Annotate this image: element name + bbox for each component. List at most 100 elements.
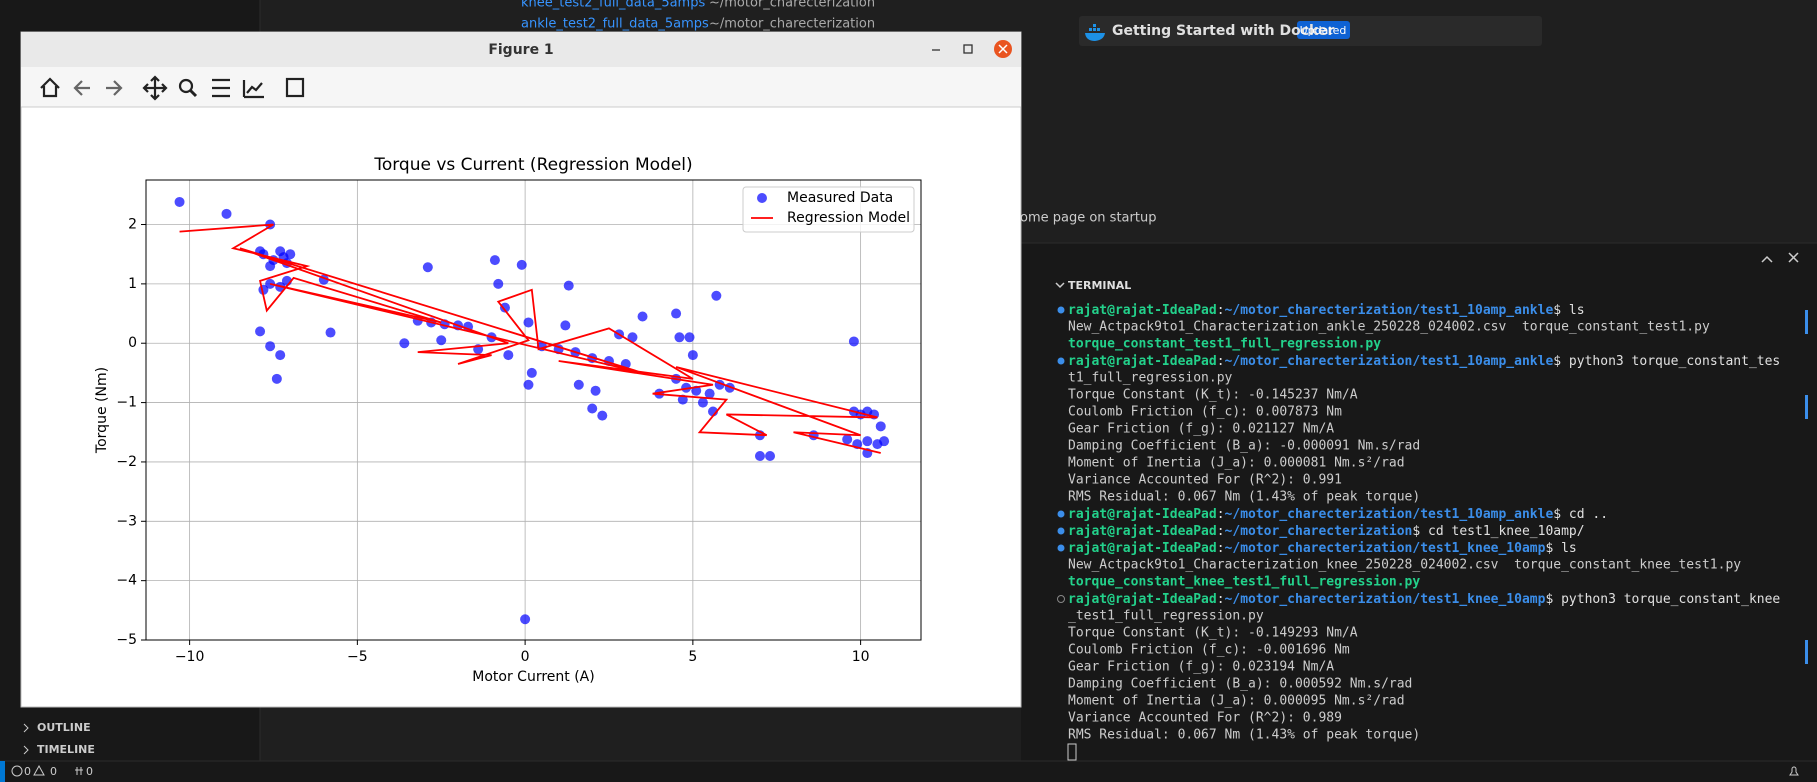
scroll-marker — [1805, 310, 1808, 334]
data-point — [271, 373, 282, 384]
executable-file: torque_constant_test1_full_regression.py — [1068, 337, 1381, 352]
home-tool[interactable] — [40, 77, 60, 98]
close-panel[interactable] — [1788, 252, 1799, 263]
x-tick-label: −10 — [175, 649, 205, 665]
prompt-user: rajat@rajat-IdeaPad — [1068, 303, 1217, 318]
zoom-handle — [188, 88, 198, 98]
data-point — [681, 382, 692, 393]
pan-tool[interactable] — [142, 75, 168, 101]
maximize-button[interactable] — [963, 44, 973, 54]
recent-name[interactable]: ankle_test2_full_data_5amps — [521, 17, 709, 32]
data-point — [875, 421, 886, 432]
output-line: Gear Friction (f_g): 0.021127 Nm/A — [1068, 422, 1334, 437]
recent-path: ~/motor_charecterization — [709, 0, 875, 11]
prompt-line: rajat@rajat-IdeaPad:~/motor_charecteriza… — [1068, 354, 1780, 369]
prompt-sep: : — [1217, 541, 1225, 556]
y-tick-label: 1 — [128, 276, 137, 292]
data-point — [587, 403, 598, 414]
walkthrough-badge: Updated — [1300, 24, 1347, 37]
output-line: Coulomb Friction (f_c): -0.001696 Nm — [1068, 643, 1350, 658]
forward-tool[interactable] — [106, 80, 123, 96]
data-point — [597, 410, 608, 421]
data-point — [325, 327, 336, 338]
x-axis-label: Motor Current (A) — [472, 669, 594, 685]
data-point — [765, 451, 776, 461]
title-bar — [21, 32, 1021, 67]
data-point — [754, 451, 765, 461]
prompt-command: $ ls — [1553, 303, 1584, 318]
prompt-user: rajat@rajat-IdeaPad — [1068, 524, 1217, 539]
chart-title: Torque vs Current (Regression Model) — [373, 155, 692, 175]
sidebar-section[interactable]: OUTLINE — [37, 721, 91, 734]
data-point — [265, 341, 276, 352]
y-tick-label: −2 — [116, 454, 137, 470]
badge-background — [1297, 21, 1350, 39]
data-point — [687, 350, 698, 361]
save-tool[interactable] — [285, 77, 305, 98]
data-point — [526, 367, 537, 378]
legend-label: Regression Model — [787, 210, 910, 226]
axes-tool[interactable] — [242, 80, 264, 99]
data-point — [560, 320, 571, 331]
data-point — [523, 379, 534, 390]
x-tick-label: 5 — [688, 649, 697, 665]
output-line: Variance Accounted For (R^2): 0.991 — [1068, 473, 1342, 488]
notifications-icon[interactable] — [1789, 766, 1799, 776]
data-point — [489, 255, 500, 266]
error-icon[interactable] — [11, 765, 23, 777]
cursor — [1067, 743, 1077, 761]
data-point — [563, 280, 574, 291]
maximize-panel[interactable] — [1761, 255, 1773, 263]
command-status — [1057, 306, 1065, 314]
data-point — [255, 326, 266, 337]
legend-swatch — [757, 193, 767, 203]
data-point — [499, 302, 510, 313]
remote-indicator[interactable] — [0, 761, 5, 782]
output-line: Torque Constant (K_t): -0.145237 Nm/A — [1068, 388, 1358, 403]
zoom-tool[interactable] — [178, 78, 194, 94]
status-count: 0 — [86, 765, 93, 778]
prompt-user: rajat@rajat-IdeaPad — [1068, 592, 1217, 607]
ports-icon[interactable] — [75, 767, 83, 775]
output-line: New_Actpack9to1_Characterization_ankle_2… — [1068, 320, 1710, 335]
data-point — [399, 338, 410, 349]
data-point — [711, 290, 722, 301]
prompt-sep: : — [1217, 524, 1225, 539]
y-axis-label: Torque (Nm) — [94, 367, 110, 454]
walkthrough-title: Getting Started with Docker — [1112, 23, 1334, 39]
data-point — [842, 434, 853, 445]
status-bar — [0, 761, 1817, 782]
data-point — [493, 278, 504, 289]
sidebar-section[interactable]: TIMELINE — [37, 743, 95, 756]
recent-name[interactable]: knee_test2_full_data_5amps — [521, 0, 705, 11]
output-line: Coulomb Friction (f_c): 0.007873 Nm — [1068, 405, 1342, 420]
output-line: Moment of Inertia (J_a): 0.000081 Nm.s²/… — [1068, 456, 1405, 471]
back-tool[interactable] — [73, 80, 90, 96]
output-line: Damping Coefficient (B_a): -0.000091 Nm.… — [1068, 439, 1420, 454]
output-line: RMS Residual: 0.067 Nm (1.43% of peak to… — [1068, 490, 1420, 505]
command-status — [1057, 510, 1065, 518]
prompt-user: rajat@rajat-IdeaPad — [1068, 507, 1217, 522]
prompt-path: ~/motor_charecterization/test1_knee_10am… — [1225, 541, 1546, 556]
command-status — [1057, 544, 1065, 552]
command-status — [1057, 357, 1065, 365]
prompt-path: ~/motor_charecterization/test1_10amp_ank… — [1225, 303, 1554, 318]
prompt-path: ~/motor_charecterization/test1_knee_10am… — [1225, 592, 1546, 607]
data-point — [674, 332, 685, 343]
warning-icon[interactable] — [33, 764, 45, 776]
regression-line — [179, 223, 881, 454]
configure-tool[interactable] — [212, 78, 230, 98]
data-point — [265, 261, 276, 272]
command-status — [1057, 527, 1065, 535]
executable-file: torque_constant_knee_test1_full_regressi… — [1068, 575, 1420, 590]
terminal-chevron[interactable] — [1055, 282, 1065, 289]
data-point — [516, 259, 527, 270]
recent-path: ~/motor_charecterization — [709, 17, 875, 32]
prompt-command: $ python3 torque_constant_knee — [1545, 592, 1780, 607]
data-point — [285, 249, 296, 260]
close-glyph — [998, 44, 1008, 54]
x-tick-label: −5 — [347, 649, 368, 665]
data-point — [848, 336, 859, 347]
